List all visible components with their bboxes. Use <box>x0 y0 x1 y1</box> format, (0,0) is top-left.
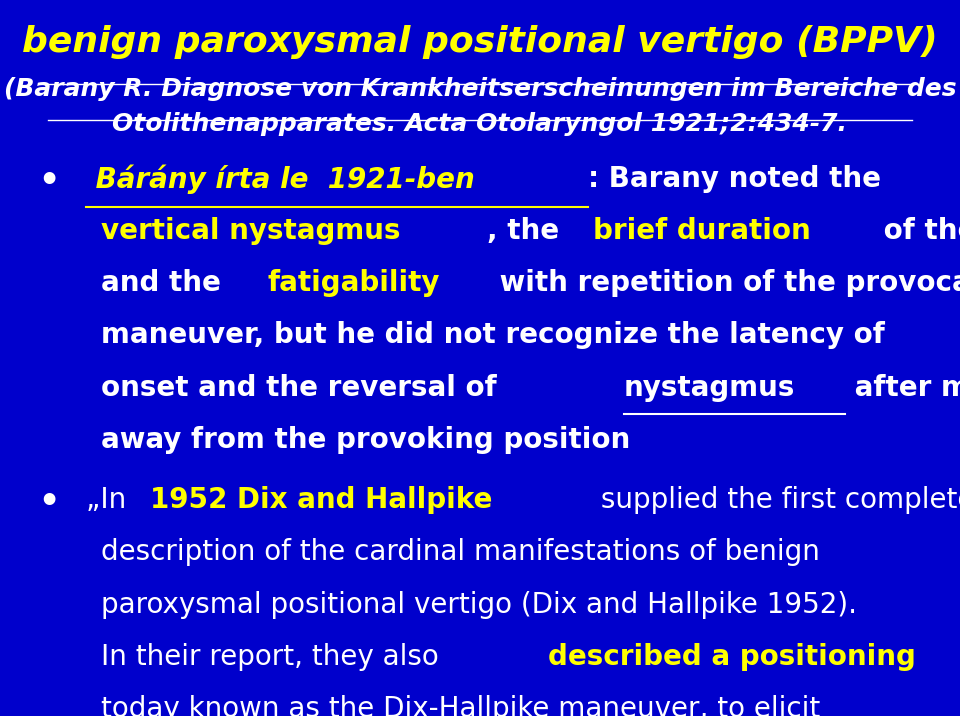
Text: fatigability: fatigability <box>268 269 441 297</box>
Text: and the: and the <box>101 269 230 297</box>
Text: 1952 Dix and Hallpike: 1952 Dix and Hallpike <box>150 486 492 514</box>
Text: benign paroxysmal positional vertigo (BPPV): benign paroxysmal positional vertigo (BP… <box>22 25 938 59</box>
Text: „In: „In <box>86 486 135 514</box>
Text: (Barany R. Diagnose von Krankheitserscheinungen im Bereiche des: (Barany R. Diagnose von Krankheitsersche… <box>4 77 956 101</box>
Text: away from the provoking position: away from the provoking position <box>101 426 630 454</box>
Text: described a positioning: described a positioning <box>548 643 916 671</box>
Text: •: • <box>38 165 60 198</box>
Text: onset and the reversal of: onset and the reversal of <box>101 374 506 402</box>
Text: vertical nystagmus: vertical nystagmus <box>101 217 400 245</box>
Text: today known as the Dix-Hallpike maneuver, to elicit: today known as the Dix-Hallpike maneuver… <box>101 695 820 716</box>
Text: description of the cardinal manifestations of benign: description of the cardinal manifestatio… <box>101 538 820 566</box>
Text: In their report, they also: In their report, they also <box>101 643 447 671</box>
Text: Bárány írta le  1921-ben: Bárány írta le 1921-ben <box>86 165 475 194</box>
Text: Otolithenapparates. Acta Otolaryngol 1921;2:434-7.: Otolithenapparates. Acta Otolaryngol 192… <box>112 112 848 137</box>
Text: •: • <box>38 486 60 519</box>
Text: , the: , the <box>488 217 569 245</box>
Text: after moving: after moving <box>845 374 960 402</box>
Text: nystagmus: nystagmus <box>624 374 795 402</box>
Text: brief duration: brief duration <box>592 217 810 245</box>
Text: : Barany noted the: : Barany noted the <box>588 165 891 193</box>
Text: paroxysmal positional vertigo (Dix and Hallpike 1952).: paroxysmal positional vertigo (Dix and H… <box>101 591 856 619</box>
Text: supplied the first complete: supplied the first complete <box>591 486 960 514</box>
Text: maneuver, but he did not recognize the latency of: maneuver, but he did not recognize the l… <box>101 321 885 349</box>
Text: with repetition of the provocative: with repetition of the provocative <box>491 269 960 297</box>
Text: of the attacks,: of the attacks, <box>874 217 960 245</box>
